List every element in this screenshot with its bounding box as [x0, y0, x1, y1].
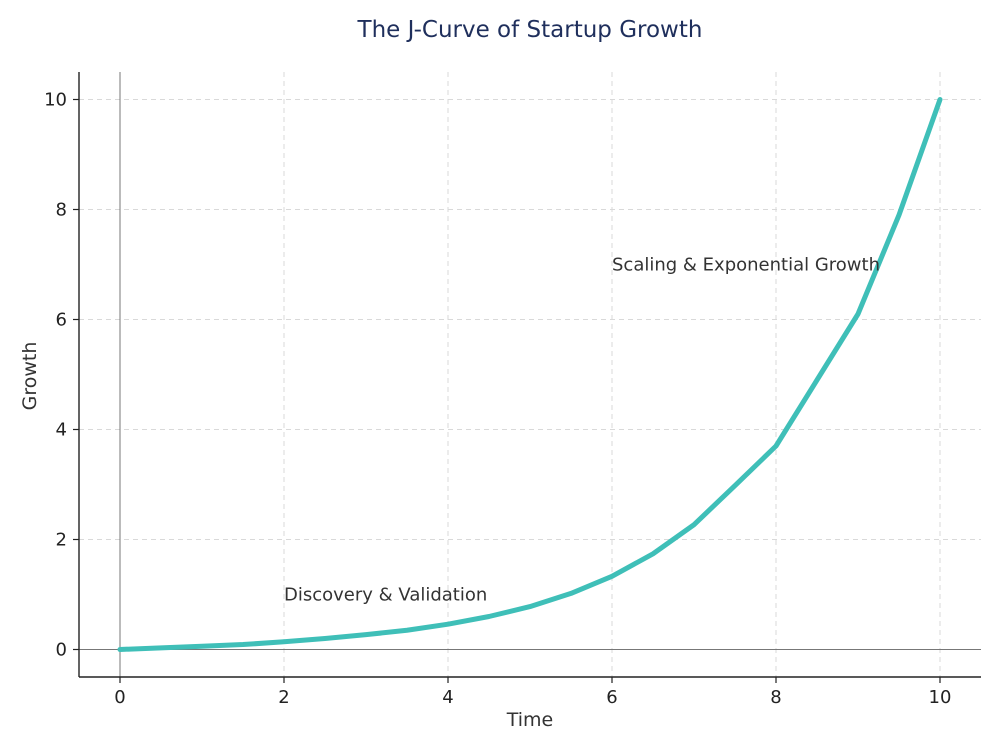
y-tick-label: 4	[56, 420, 67, 441]
grid	[79, 72, 981, 677]
series-line	[117, 97, 943, 652]
x-tick-label: 6	[606, 687, 617, 708]
y-tick-label: 8	[56, 200, 67, 221]
x-tick-label: 2	[278, 687, 289, 708]
y-tick-label: 10	[44, 90, 67, 111]
annotations: Discovery & Validation Scaling & Exponent…	[284, 255, 880, 606]
annotation-text: Discovery & Validation	[284, 585, 487, 606]
ticks: 0 2 4 6 8 10 0 2 4 6 8 10	[44, 90, 951, 709]
y-tick-label: 6	[56, 310, 67, 331]
y-tick-label: 2	[56, 530, 67, 551]
x-tick-label: 8	[770, 687, 781, 708]
x-axis-label: Time	[506, 709, 554, 731]
y-tick-label: 0	[56, 640, 67, 661]
x-tick-label: 0	[114, 687, 125, 708]
series-layer	[117, 97, 943, 652]
chart-title: The J-Curve of Startup Growth	[357, 17, 703, 43]
zero-lines	[79, 72, 981, 677]
annotation-text: Scaling & Exponential Growth	[612, 255, 880, 276]
x-tick-label: 10	[929, 687, 952, 708]
axes	[78, 72, 981, 678]
x-tick-label: 4	[442, 687, 453, 708]
y-axis-label: Growth	[19, 342, 41, 411]
